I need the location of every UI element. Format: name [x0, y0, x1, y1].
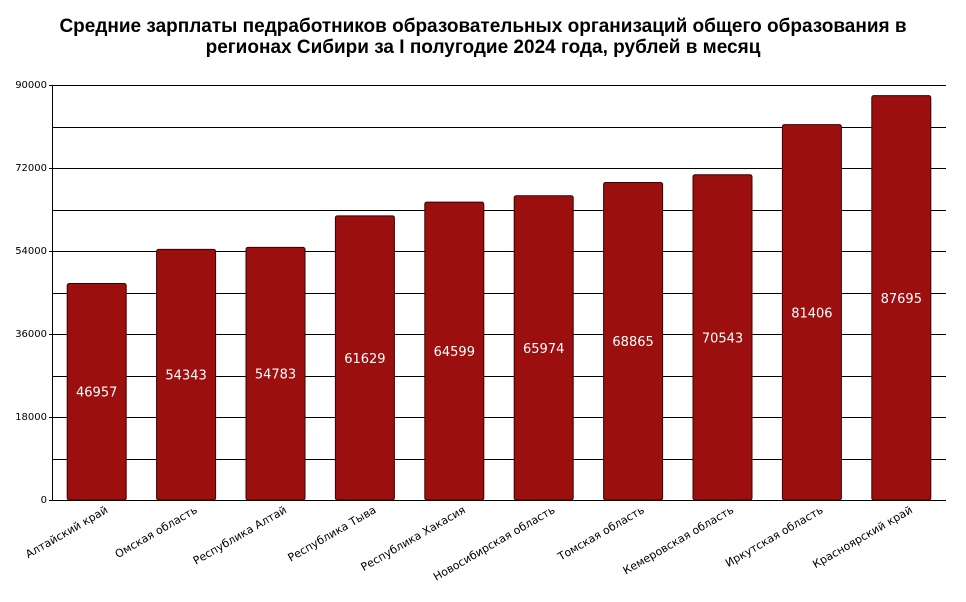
data-label: 46957 — [76, 386, 117, 401]
data-label: 87695 — [881, 292, 922, 307]
bar — [66, 282, 127, 501]
data-label: 68865 — [612, 335, 653, 350]
x-tick-label: Алтайский край — [23, 503, 110, 561]
data-label: 65974 — [523, 342, 564, 357]
data-label: 61629 — [344, 352, 385, 367]
y-tick-labels: 0 18000 36000 54000 72000 90000 — [15, 80, 52, 506]
data-label: 64599 — [434, 345, 475, 360]
data-label: 70543 — [702, 331, 743, 346]
bar — [603, 181, 664, 501]
y-tick-label: 54000 — [15, 246, 47, 257]
y-tick-label: 0 — [41, 495, 47, 506]
x-tick-label: Омская область — [113, 503, 200, 561]
chart-title-line-1: Средние зарплаты педработников образоват… — [59, 16, 907, 37]
bar — [692, 174, 753, 501]
bar — [424, 201, 485, 501]
y-tick-label: 36000 — [15, 329, 47, 340]
data-label: 81406 — [791, 306, 832, 321]
bar — [334, 215, 395, 501]
data-label: 54783 — [255, 368, 296, 383]
chart-title: Средние зарплаты педработников образоват… — [0, 16, 966, 58]
value-labels: 46957 54343 54783 61629 64599 65974 68865 70543… — [76, 292, 922, 401]
y-tick-label: 72000 — [15, 163, 47, 174]
y-tick-label: 90000 — [15, 80, 47, 91]
chart-title-line-2: регионах Сибири за I полугодие 2024 года… — [205, 37, 761, 58]
x-tick-label: Красноярский край — [810, 503, 914, 571]
y-tick-label: 18000 — [15, 412, 47, 423]
data-label: 54343 — [165, 369, 206, 384]
bar — [245, 246, 306, 501]
bars — [66, 95, 932, 501]
x-tick-label: Томская область — [555, 503, 647, 564]
x-tick-label: Республика Тыва — [286, 503, 379, 564]
bar — [513, 195, 574, 501]
bar — [156, 248, 217, 501]
x-tick-label: Республика Алтай — [191, 503, 289, 567]
bar — [781, 124, 842, 501]
bar — [871, 95, 932, 501]
